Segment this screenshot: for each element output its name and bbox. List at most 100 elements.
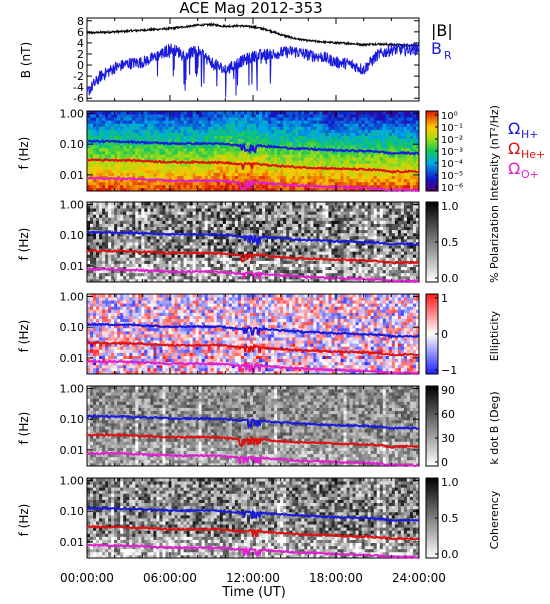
spectrogram-cell <box>298 179 301 182</box>
spectrogram-cell <box>301 227 304 230</box>
spectrogram-cell <box>126 182 129 185</box>
spectrogram-cell <box>162 205 165 208</box>
spectrogram-cell <box>202 211 205 214</box>
spectrogram-cell <box>196 114 199 117</box>
spectrogram-cell <box>199 239 202 242</box>
spectrogram-cell <box>111 211 114 214</box>
spectrogram-cell <box>93 217 96 220</box>
spectrogram-cell <box>156 145 159 148</box>
spectrogram-cell <box>181 169 184 172</box>
spectrogram-cell <box>365 182 368 185</box>
spectrogram-cell <box>271 133 274 136</box>
spectrogram-cell <box>292 154 295 157</box>
spectrogram-cell <box>165 220 168 223</box>
spectrogram-cell <box>241 217 244 220</box>
spectrogram-cell <box>325 260 328 263</box>
spectrogram-cell <box>362 129 365 132</box>
spectrogram-cell <box>271 157 274 160</box>
spectrogram-cell <box>199 267 202 270</box>
spectrogram-cell <box>217 166 220 169</box>
spectrogram-cell <box>274 233 277 236</box>
spectrogram-cell <box>310 173 313 176</box>
spectrogram-cell <box>156 257 159 260</box>
spectrogram-cell <box>362 117 365 120</box>
spectrogram-cell <box>307 260 310 263</box>
spectrogram-cell <box>271 136 274 139</box>
spectrogram-cell <box>126 224 129 227</box>
spectrogram-cell <box>401 163 404 166</box>
spectrogram-cell <box>350 120 353 123</box>
spectrogram-cell <box>250 217 253 220</box>
spectrogram-cell <box>371 139 374 142</box>
spectrogram-cell <box>341 129 344 132</box>
spectrogram-cell <box>331 136 334 139</box>
spectrogram-cell <box>168 166 171 169</box>
spectrogram-cell <box>310 142 313 145</box>
spectrogram-cell <box>247 169 250 172</box>
spectrogram-cell <box>319 145 322 148</box>
spectrogram-cell <box>383 111 386 114</box>
spectrogram-cell <box>217 202 220 205</box>
spectrogram-cell <box>217 133 220 136</box>
spectrogram-cell <box>187 214 190 217</box>
spectrogram-cell <box>265 160 268 163</box>
spectrogram-cell <box>150 236 153 239</box>
spectrogram-cell <box>111 239 114 242</box>
spectrogram-cell <box>168 148 171 151</box>
spectrogram-cell <box>235 276 238 279</box>
spectrogram-cell <box>407 120 410 123</box>
spectrogram-cell <box>338 182 341 185</box>
spectrogram-cell <box>175 208 178 211</box>
spectrogram-cell <box>262 214 265 217</box>
spectrogram-cell <box>407 145 410 148</box>
spectrogram-cell <box>211 239 214 242</box>
spectrogram-cell <box>96 239 99 242</box>
spectrogram-cell <box>135 133 138 136</box>
spectrogram-cell <box>304 129 307 132</box>
spectrogram-cell <box>87 202 90 205</box>
spectrogram-cell <box>181 214 184 217</box>
spectrogram-cell <box>199 139 202 142</box>
spectrogram-cell <box>193 227 196 230</box>
spectrogram-cell <box>304 114 307 117</box>
spectrogram-cell <box>226 157 229 160</box>
spectrogram-cell <box>187 202 190 205</box>
spectrogram-cell <box>196 260 199 263</box>
spectrogram-cell <box>150 182 153 185</box>
spectrogram-cell <box>205 166 208 169</box>
spectrogram-cell <box>298 154 301 157</box>
spectrogram-cell <box>126 264 129 267</box>
spectrogram-cell <box>371 182 374 185</box>
spectrogram-cell <box>87 205 90 208</box>
spectrogram-cell <box>175 176 178 179</box>
spectrogram-cell <box>265 233 268 236</box>
spectrogram-cell <box>135 111 138 114</box>
spectrogram-cell <box>344 154 347 157</box>
spectrogram-cell <box>87 129 90 132</box>
spectrogram-cell <box>328 163 331 166</box>
spectrogram-cell <box>187 176 190 179</box>
spectrogram-cell <box>208 133 211 136</box>
spectrogram-cell <box>328 145 331 148</box>
spectrogram-cell <box>87 260 90 263</box>
spectrogram-cell <box>398 185 401 188</box>
spectrogram-cell <box>162 224 165 227</box>
spectrogram-cell <box>262 136 265 139</box>
spectrogram-cell <box>353 160 356 163</box>
spectrogram-cell <box>208 157 211 160</box>
spectrogram-cell <box>298 205 301 208</box>
spectrogram-cell <box>199 260 202 263</box>
spectrogram-cell <box>292 111 295 114</box>
spectrogram-cell <box>295 126 298 129</box>
spectrogram-cell <box>256 211 259 214</box>
spectrogram-cell <box>214 166 217 169</box>
spectrogram-cell <box>362 179 365 182</box>
spectrogram-cell <box>108 111 111 114</box>
spectrogram-cell <box>262 227 265 230</box>
spectrogram-cell <box>172 123 175 126</box>
spectrogram-cell <box>211 129 214 132</box>
spectrogram-cell <box>196 185 199 188</box>
spectrogram-cell <box>135 273 138 276</box>
spectrogram-cell <box>259 208 262 211</box>
spectrogram-cell <box>392 142 395 145</box>
